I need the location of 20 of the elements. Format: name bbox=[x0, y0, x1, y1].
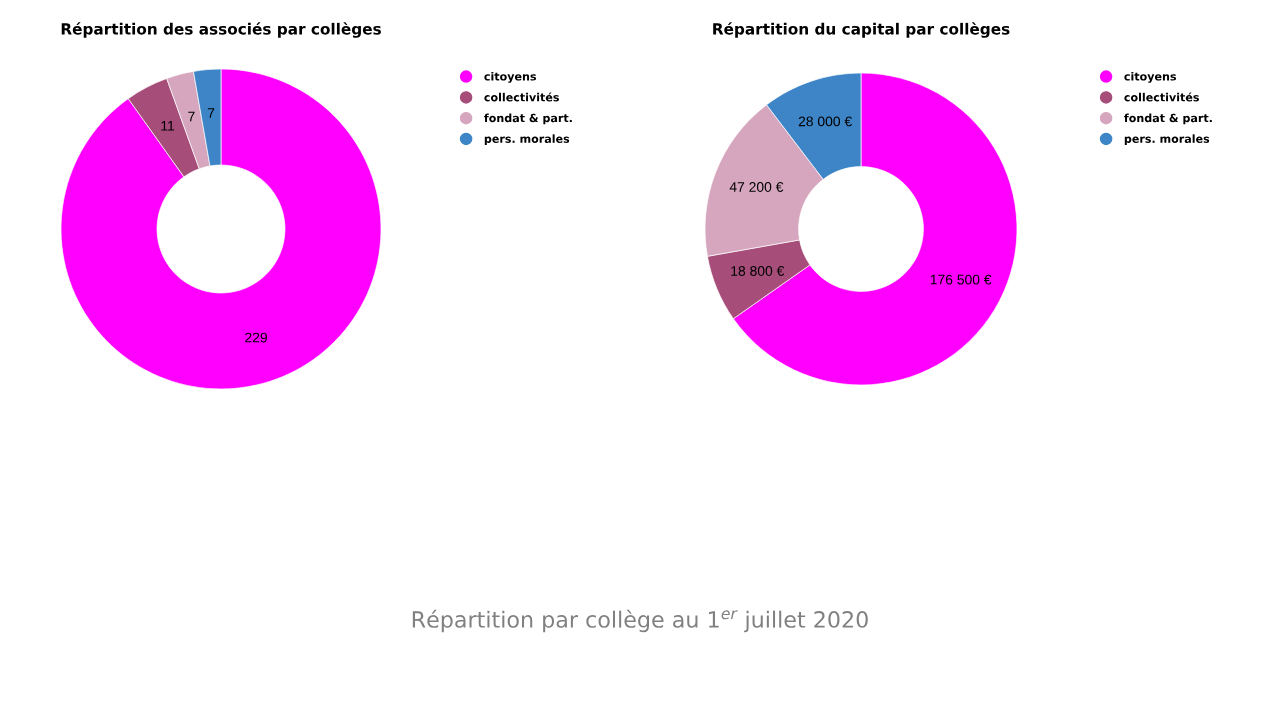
data-label: 18 800 € bbox=[731, 266, 785, 276]
chart-title: Répartition des associés par collèges bbox=[61, 22, 381, 38]
chart-title: Répartition du capital par collèges bbox=[713, 22, 1010, 38]
data-label: 28 000 € bbox=[798, 116, 852, 127]
legend-label: pers. morales bbox=[484, 134, 570, 146]
legend-label: citoyens bbox=[1124, 72, 1176, 83]
text: Répartition par collège au 1$^{er}$ juillet 2020 bbox=[412, 609, 868, 633]
legend-label: citoyens bbox=[484, 72, 536, 83]
legend-label: fondat & part. bbox=[1124, 113, 1212, 125]
data-label: 47 200 € bbox=[729, 182, 784, 192]
data-label: 7 bbox=[188, 111, 195, 122]
legend-label: collectivités bbox=[1124, 92, 1199, 102]
legend-label: pers. morales bbox=[1124, 134, 1210, 146]
legend-label: fondat & part. bbox=[484, 113, 572, 125]
data-label: 229 bbox=[245, 332, 267, 343]
data-label: 11 bbox=[161, 120, 175, 131]
legend-label: collectivités bbox=[484, 92, 559, 102]
donut-slice bbox=[60, 68, 382, 390]
data-label: 176 500 € bbox=[930, 274, 992, 285]
data-label: 7 bbox=[207, 108, 215, 118]
